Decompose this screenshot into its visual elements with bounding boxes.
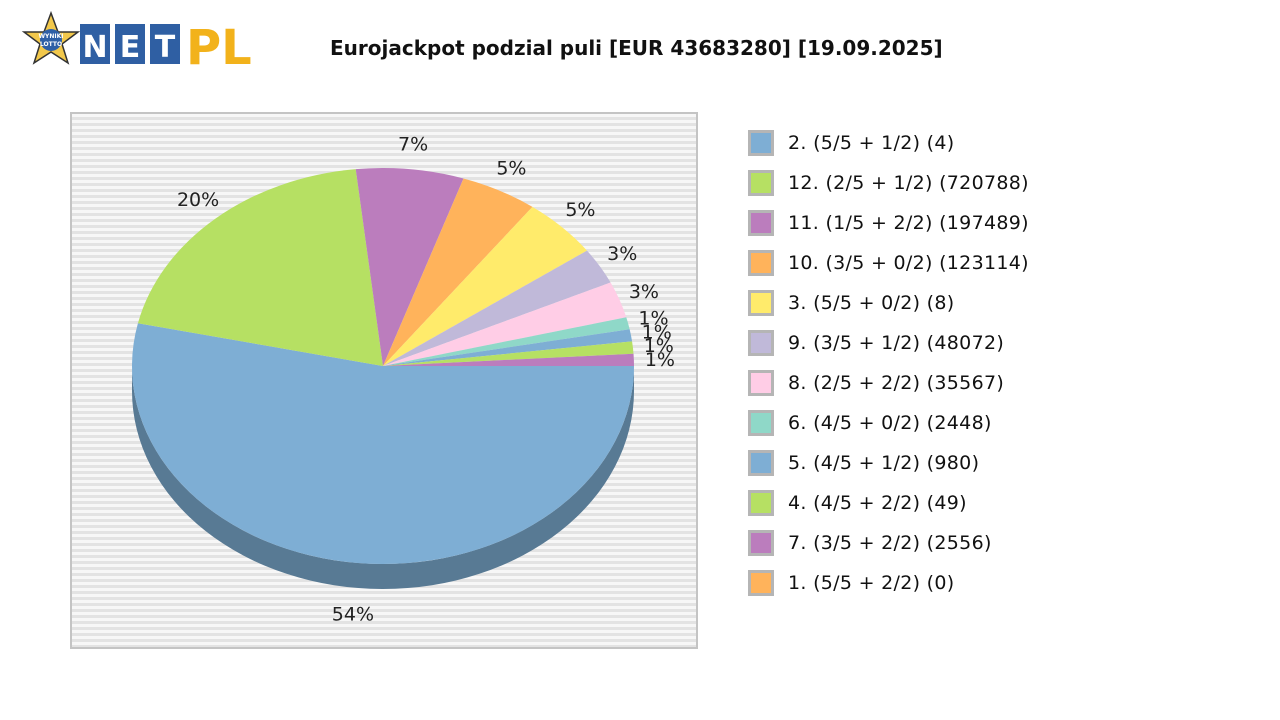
pie-slices: [132, 168, 634, 564]
legend-swatch: [748, 570, 774, 596]
legend-label: 7. (3/5 + 2/2) (2556): [788, 532, 992, 554]
chart-title: Eurojackpot podzial puli [EUR 43683280] …: [330, 36, 943, 60]
legend-label: 12. (2/5 + 1/2) (720788): [788, 172, 1029, 194]
pie-label-6: 3%: [629, 281, 659, 303]
pie-label-3: 5%: [496, 158, 526, 180]
legend-item: 5. (4/5 + 1/2) (980): [748, 443, 1029, 483]
legend-item: 1. (5/5 + 2/2) (0): [748, 563, 1029, 603]
pie-label-4: 5%: [565, 199, 595, 221]
pie-slice-6: [383, 282, 627, 366]
pie-labels: 54%20%7%5%5%3%3%1%1%1%1%: [177, 133, 675, 625]
pie-slice-5: [383, 250, 611, 366]
pie-slice-7: [383, 317, 630, 366]
legend-label: 1. (5/5 + 2/2) (0): [788, 572, 955, 594]
logo-letter-e: E: [120, 30, 141, 65]
legend-item: 12. (2/5 + 1/2) (720788): [748, 163, 1029, 203]
pie-slice-10: [383, 353, 634, 366]
pie-label-0: 54%: [332, 604, 374, 626]
legend-swatch: [748, 410, 774, 436]
pie-slice-3: [383, 178, 533, 366]
legend-label: 5. (4/5 + 1/2) (980): [788, 452, 980, 474]
logo-star-text-top: WYNIKI: [38, 33, 63, 40]
pie-label-10: 1%: [645, 349, 675, 371]
legend-item: 7. (3/5 + 2/2) (2556): [748, 523, 1029, 563]
logo-pl: PL: [186, 20, 252, 72]
pie-label-7: 1%: [638, 308, 668, 330]
pie-slice-1: [137, 169, 383, 366]
pie-slice-0: [132, 323, 634, 564]
logo-letter-n: N: [82, 30, 107, 65]
pie-label-5: 3%: [607, 243, 637, 265]
legend-item: 10. (3/5 + 0/2) (123114): [748, 243, 1029, 283]
pie-label-8: 1%: [642, 321, 672, 343]
pie-label-9: 1%: [644, 335, 674, 357]
legend-swatch: [748, 290, 774, 316]
legend-swatch: [748, 450, 774, 476]
legend: 2. (5/5 + 1/2) (4) 12. (2/5 + 1/2) (72078…: [748, 123, 1029, 603]
legend-label: 10. (3/5 + 0/2) (123114): [788, 252, 1029, 274]
pie-slice-9: [383, 341, 634, 366]
pie-slice-8: [383, 329, 633, 366]
legend-label: 2. (5/5 + 1/2) (4): [788, 132, 955, 154]
legend-label: 3. (5/5 + 0/2) (8): [788, 292, 955, 314]
pie-slice-2: [355, 168, 464, 366]
legend-swatch: [748, 170, 774, 196]
legend-item: 4. (4/5 + 2/2) (49): [748, 483, 1029, 523]
pie-label-1: 20%: [177, 189, 219, 211]
legend-swatch: [748, 250, 774, 276]
logo-star-text-bottom: LOTTO: [40, 41, 62, 48]
legend-item: 2. (5/5 + 1/2) (4): [748, 123, 1029, 163]
legend-label: 11. (1/5 + 2/2) (197489): [788, 212, 1029, 234]
legend-item: 3. (5/5 + 0/2) (8): [748, 283, 1029, 323]
legend-label: 9. (3/5 + 1/2) (48072): [788, 332, 1005, 354]
legend-swatch: [748, 130, 774, 156]
legend-label: 4. (4/5 + 2/2) (49): [788, 492, 967, 514]
legend-item: 6. (4/5 + 0/2) (2448): [748, 403, 1029, 443]
legend-swatch: [748, 530, 774, 556]
legend-item: 8. (2/5 + 2/2) (35567): [748, 363, 1029, 403]
legend-label: 8. (2/5 + 2/2) (35567): [788, 372, 1005, 394]
pie-label-2: 7%: [398, 133, 428, 155]
legend-swatch: [748, 490, 774, 516]
netpl-logo: WYNIKI LOTTO N E T PL: [21, 10, 252, 72]
logo-letter-t: T: [155, 30, 176, 65]
legend-label: 6. (4/5 + 0/2) (2448): [788, 412, 992, 434]
pie-chart: 54%20%7%5%5%3%3%1%1%1%1%: [70, 112, 698, 649]
legend-item: 9. (3/5 + 1/2) (48072): [748, 323, 1029, 363]
legend-swatch: [748, 330, 774, 356]
legend-item: 11. (1/5 + 2/2) (197489): [748, 203, 1029, 243]
legend-swatch: [748, 370, 774, 396]
legend-swatch: [748, 210, 774, 236]
pie-slice-4: [383, 206, 587, 366]
